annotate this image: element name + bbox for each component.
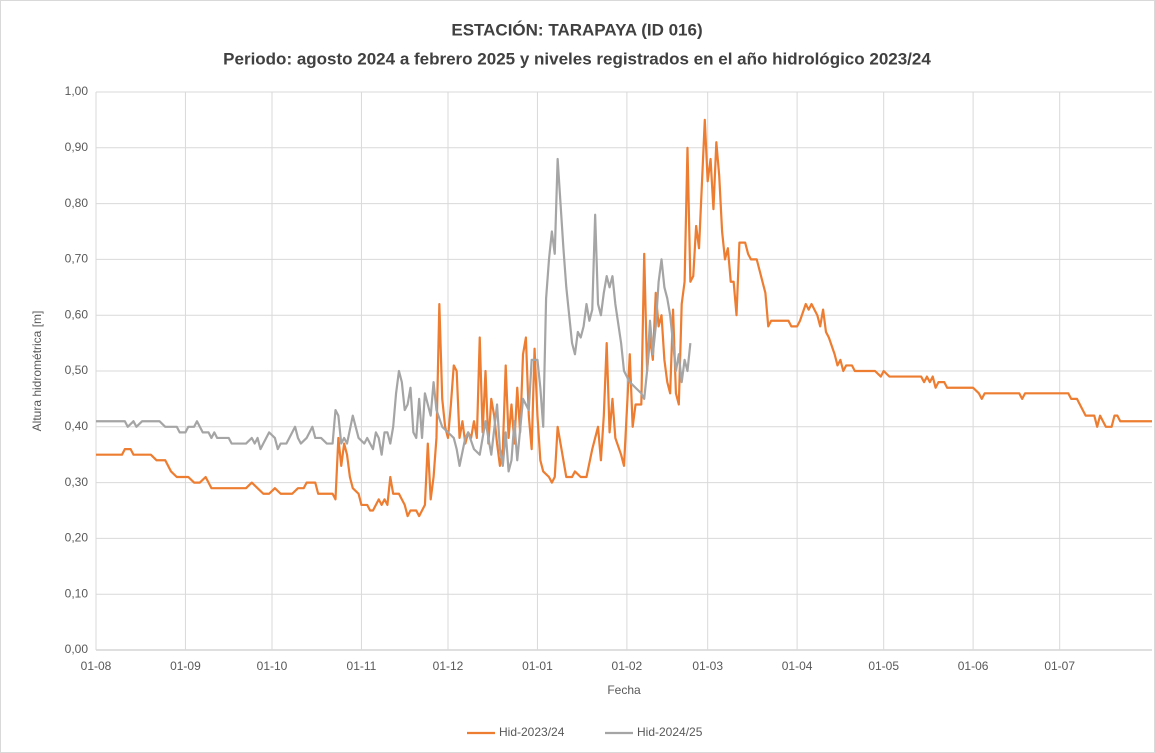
y-tick-label: 0,10: [65, 586, 89, 600]
x-tick-label: 01-05: [868, 659, 899, 673]
y-tick-label: 0,30: [65, 475, 89, 489]
legend-label: Hid-2024/25: [637, 725, 703, 739]
x-tick-label: 01-04: [782, 659, 813, 673]
x-tick-label: 01-09: [170, 659, 201, 673]
x-tick-label: 01-11: [347, 659, 377, 673]
data-line: [96, 118, 1152, 518]
y-tick-label: 0,70: [65, 252, 89, 266]
y-tick-label: 0,50: [65, 363, 89, 377]
x-tick-label: 01-06: [958, 659, 989, 673]
y-tick-label: 0,60: [65, 307, 89, 321]
x-tick-label: 01-10: [257, 659, 288, 673]
x-tick-label: 01-07: [1044, 659, 1075, 673]
y-tick-label: 0,80: [65, 196, 89, 210]
x-tick-label: 01-08: [81, 659, 112, 673]
data-line: [96, 157, 692, 473]
x-tick-label: 01-03: [692, 659, 723, 673]
legend-label: Hid-2023/24: [499, 725, 565, 739]
chart-subtitle: Periodo: agosto 2024 a febrero 2025 y ni…: [223, 49, 931, 68]
x-tick-label: 01-01: [522, 659, 553, 673]
y-tick-label: 0,40: [65, 419, 89, 433]
y-tick-label: 0,20: [65, 531, 89, 545]
y-tick-label: 1,00: [65, 84, 89, 98]
x-tick-label: 01-12: [433, 659, 464, 673]
x-axis-title: Fecha: [607, 683, 641, 697]
y-tick-label: 0,00: [65, 642, 89, 656]
chart-title: ESTACIÓN: TARAPAYA (ID 016): [451, 20, 702, 39]
y-axis-title: Altura hidrométrica [m]: [30, 311, 44, 432]
y-tick-label: 0,90: [65, 140, 89, 154]
x-tick-label: 01-02: [612, 659, 643, 673]
